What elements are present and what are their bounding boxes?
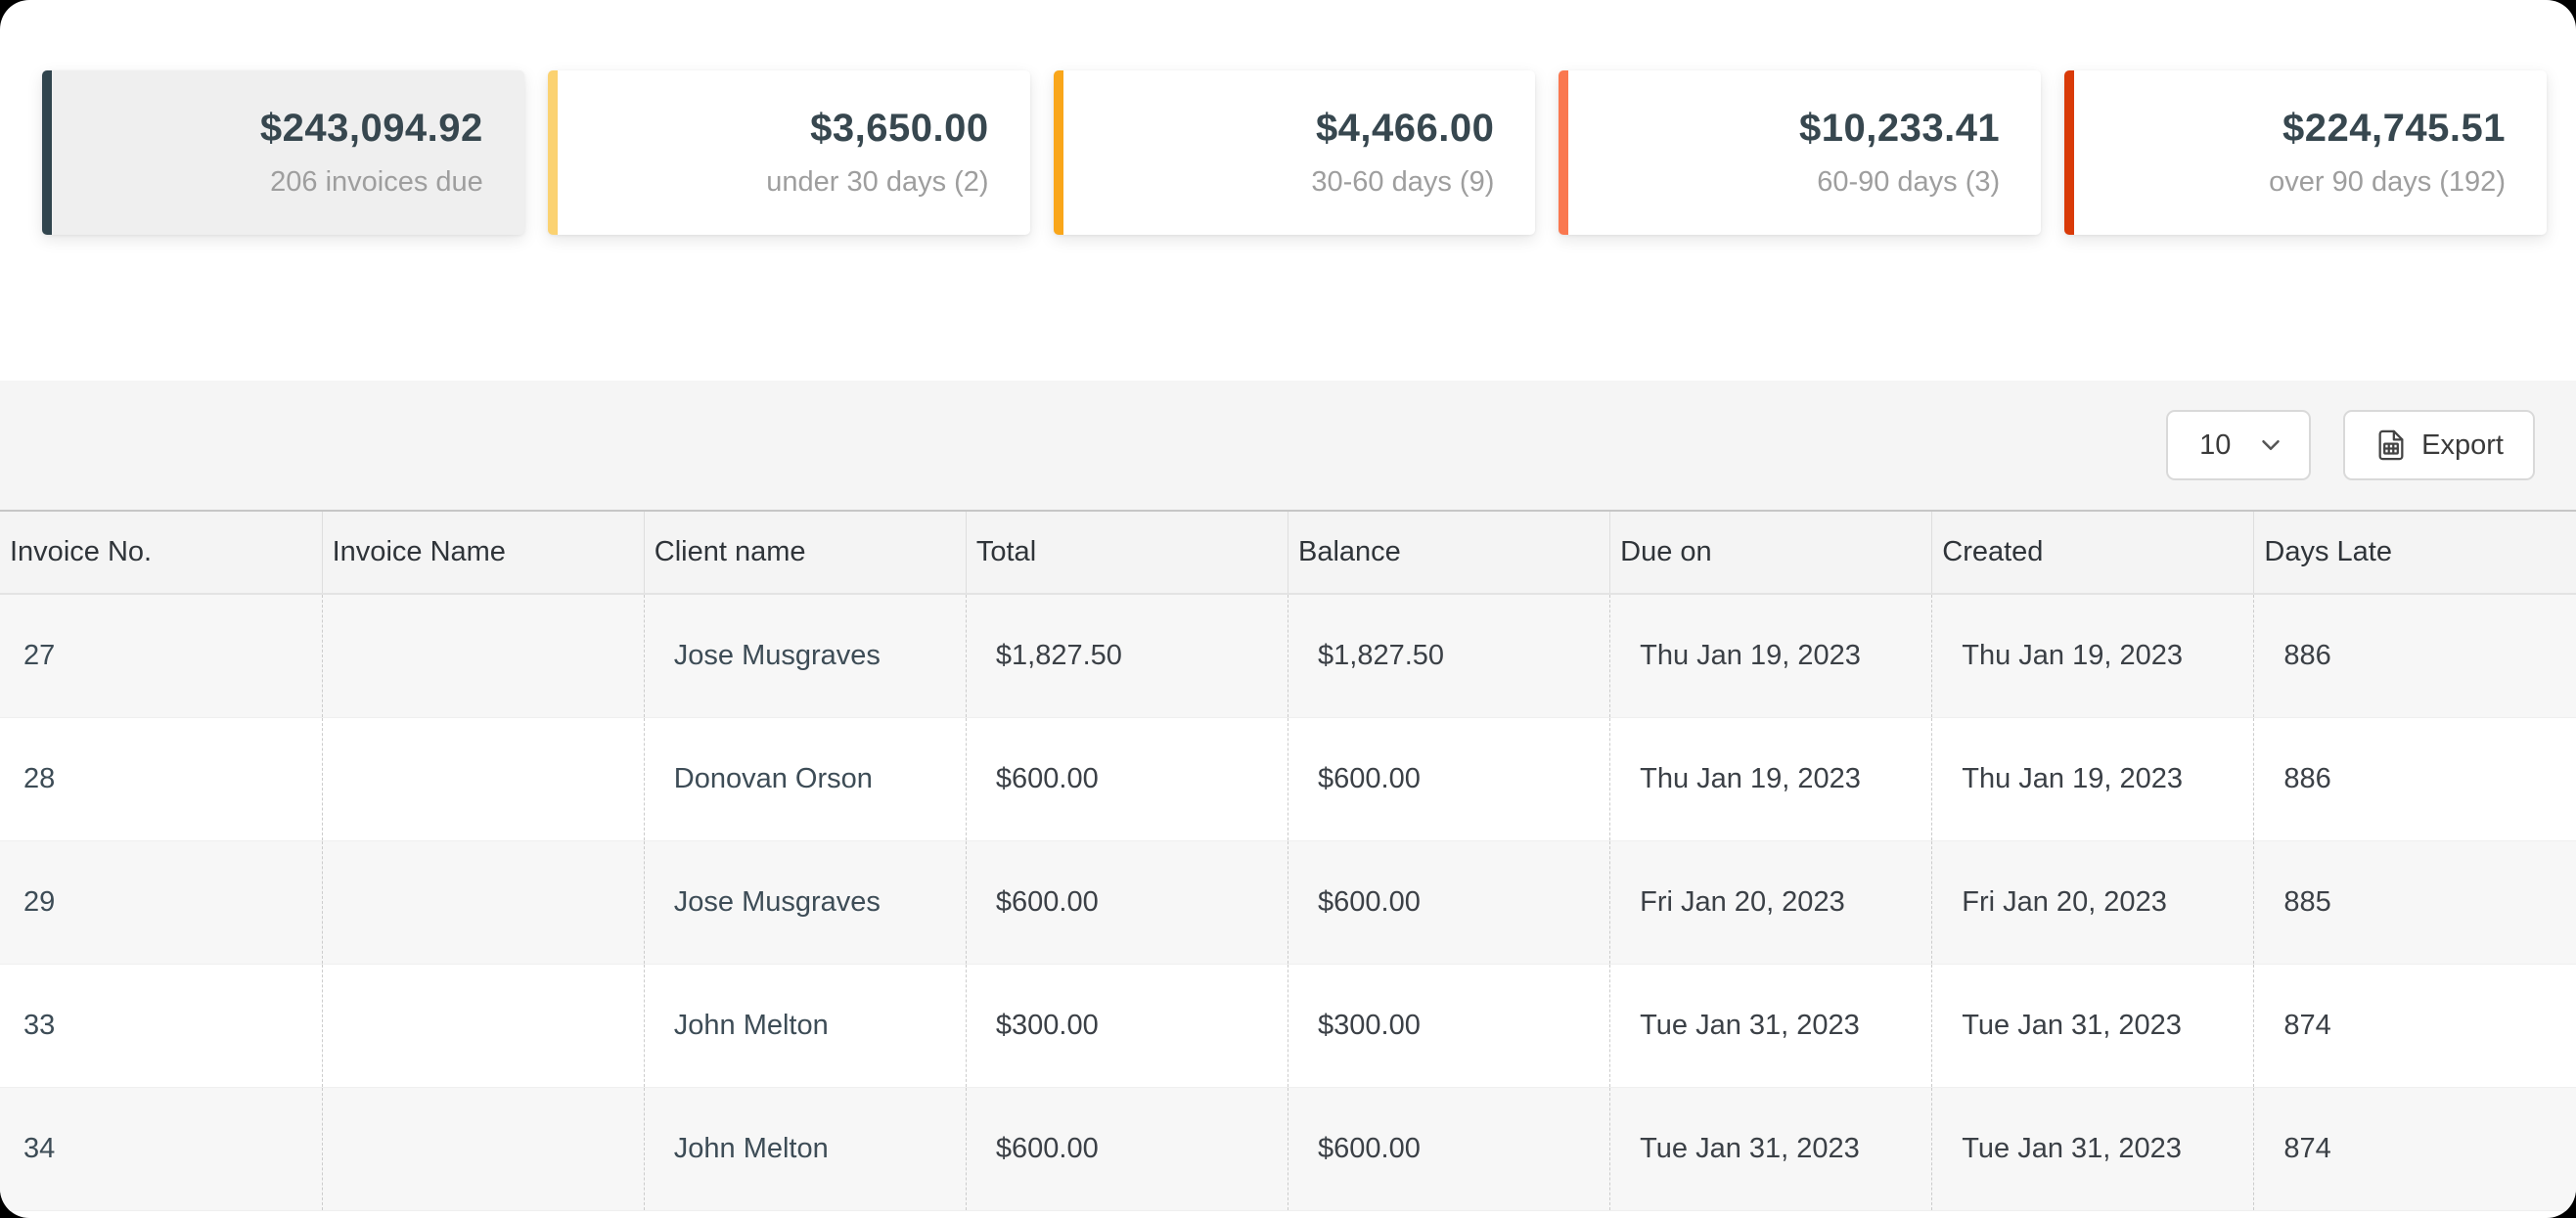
column-header-created[interactable]: Created	[1931, 510, 2255, 595]
table-row[interactable]: 33 John Melton $300.00 $300.00 Tue Jan 3…	[0, 964, 2576, 1088]
cell-balance: $300.00	[1288, 964, 1611, 1088]
cell-client-name: John Melton	[644, 1087, 967, 1211]
cell-invoice-name	[322, 840, 645, 965]
cell-balance: $600.00	[1288, 1087, 1611, 1211]
cell-due-on: Thu Jan 19, 2023	[1609, 717, 1933, 841]
card-amount: $4,466.00	[1315, 107, 1495, 150]
cell-created: Fri Jan 20, 2023	[1931, 840, 2255, 965]
cell-client-name: John Melton	[644, 964, 967, 1088]
cell-total: $600.00	[966, 840, 1289, 965]
cell-invoice-no: 29	[0, 840, 323, 965]
spreadsheet-file-icon	[2378, 429, 2404, 461]
cell-days-late: 874	[2253, 1087, 2576, 1211]
card-label: 60-90 days (3)	[1817, 166, 2001, 198]
column-header-balance[interactable]: Balance	[1288, 510, 1611, 595]
cell-invoice-name	[322, 594, 645, 718]
cell-invoice-name	[322, 964, 645, 1088]
cell-invoice-name	[322, 717, 645, 841]
table-row[interactable]: 28 Donovan Orson $600.00 $600.00 Thu Jan…	[0, 717, 2576, 841]
aging-summary-cards: $243,094.92 206 invoices due $3,650.00 u…	[0, 0, 2576, 235]
card-amount: $224,745.51	[2282, 107, 2506, 150]
column-header-client-name[interactable]: Client name	[644, 510, 967, 595]
cell-invoice-no: 33	[0, 964, 323, 1088]
cell-balance: $1,827.50	[1288, 594, 1611, 718]
cell-total: $1,827.50	[966, 594, 1289, 718]
card-amount: $10,233.41	[1798, 107, 2001, 150]
cell-days-late: 885	[2253, 840, 2576, 965]
cell-created: Tue Jan 31, 2023	[1931, 1087, 2255, 1211]
column-header-total[interactable]: Total	[966, 510, 1289, 595]
cell-total: $300.00	[966, 964, 1289, 1088]
cell-due-on: Tue Jan 31, 2023	[1609, 1087, 1933, 1211]
aging-card-under-30-days[interactable]: $3,650.00 under 30 days (2)	[547, 70, 1030, 235]
cell-balance: $600.00	[1288, 717, 1611, 841]
cell-invoice-no: 28	[0, 717, 323, 841]
table-toolbar: 10 Export	[0, 381, 2576, 510]
cell-days-late: 886	[2253, 717, 2576, 841]
cell-total: $600.00	[966, 717, 1289, 841]
column-header-invoice-no[interactable]: Invoice No.	[0, 510, 323, 595]
cell-client-name: Jose Musgraves	[644, 594, 967, 718]
page-size-value: 10	[2199, 429, 2232, 461]
cell-client-name: Donovan Orson	[644, 717, 967, 841]
card-label: under 30 days (2)	[766, 166, 989, 198]
table-row[interactable]: 29 Jose Musgraves $600.00 $600.00 Fri Ja…	[0, 840, 2576, 965]
page-size-select[interactable]: 10	[2166, 410, 2312, 480]
card-label: over 90 days (192)	[2269, 166, 2506, 198]
table-header-row: Invoice No. Invoice Name Client name Tot…	[0, 510, 2576, 595]
card-label: 206 invoices due	[270, 166, 483, 198]
cell-days-late: 886	[2253, 594, 2576, 718]
cell-due-on: Thu Jan 19, 2023	[1609, 594, 1933, 718]
aging-card-over-90-days[interactable]: $224,745.51 over 90 days (192)	[2064, 70, 2547, 235]
table-row[interactable]: 27 Jose Musgraves $1,827.50 $1,827.50 Th…	[0, 594, 2576, 718]
column-header-days-late[interactable]: Days Late	[2253, 510, 2576, 595]
cell-due-on: Fri Jan 20, 2023	[1609, 840, 1933, 965]
invoices-table: Invoice No. Invoice Name Client name Tot…	[0, 510, 2576, 1211]
export-button-label: Export	[2421, 429, 2504, 461]
card-amount: $243,094.92	[259, 107, 483, 150]
cell-balance: $600.00	[1288, 840, 1611, 965]
chevron-down-icon	[2262, 440, 2280, 450]
cell-created: Thu Jan 19, 2023	[1931, 594, 2255, 718]
aging-card-total-due[interactable]: $243,094.92 206 invoices due	[42, 70, 524, 235]
cell-created: Tue Jan 31, 2023	[1931, 964, 2255, 1088]
cell-client-name: Jose Musgraves	[644, 840, 967, 965]
cell-created: Thu Jan 19, 2023	[1931, 717, 2255, 841]
aging-card-60-90-days[interactable]: $10,233.41 60-90 days (3)	[1559, 70, 2042, 235]
cell-invoice-no: 27	[0, 594, 323, 718]
cell-due-on: Tue Jan 31, 2023	[1609, 964, 1933, 1088]
aging-card-30-60-days[interactable]: $4,466.00 30-60 days (9)	[1053, 70, 1536, 235]
column-header-due-on[interactable]: Due on	[1609, 510, 1933, 595]
table-row[interactable]: 34 John Melton $600.00 $600.00 Tue Jan 3…	[0, 1087, 2576, 1211]
column-header-invoice-name[interactable]: Invoice Name	[322, 510, 645, 595]
export-button[interactable]: Export	[2343, 410, 2535, 480]
card-amount: $3,650.00	[810, 107, 989, 150]
cell-days-late: 874	[2253, 964, 2576, 1088]
cell-invoice-no: 34	[0, 1087, 323, 1211]
cell-invoice-name	[322, 1087, 645, 1211]
card-label: 30-60 days (9)	[1311, 166, 1495, 198]
cell-total: $600.00	[966, 1087, 1289, 1211]
